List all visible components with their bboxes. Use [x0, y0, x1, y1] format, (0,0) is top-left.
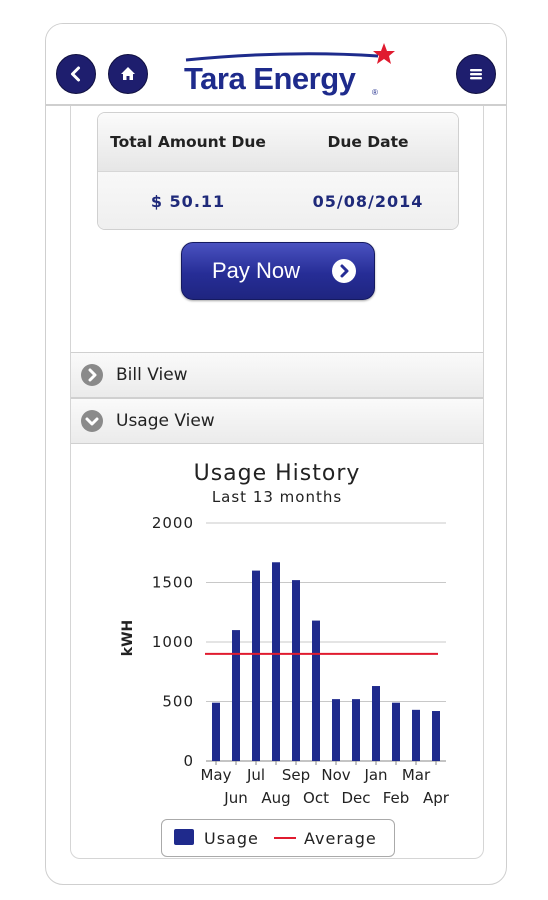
legend-usage-swatch — [174, 829, 194, 845]
menu-button[interactable] — [456, 54, 496, 94]
home-button[interactable] — [108, 54, 148, 94]
y-tick-label: 500 — [162, 693, 194, 711]
x-tick-label: Apr — [423, 789, 450, 807]
due-date-label: Due Date — [327, 133, 409, 151]
amount-due-value-row: $ 50.11 05/08/2014 — [98, 172, 458, 229]
menu-icon — [470, 69, 482, 80]
usage-view-label: Usage View — [116, 411, 215, 431]
chevron-left-icon — [71, 66, 80, 82]
usage-bar — [372, 686, 380, 761]
logo-text: Tara Energy — [184, 61, 356, 96]
chart-legend: Usage Average — [161, 819, 395, 857]
y-tick-label: 1000 — [152, 633, 194, 651]
chevron-down-icon — [81, 410, 103, 432]
total-amount-due-value: $ 50.11 — [150, 192, 226, 211]
usage-history-chart: Usage History Last 13 months kWH 0 500 100… — [120, 461, 450, 807]
x-tick-label: Jul — [246, 766, 265, 784]
x-tick-label: Sep — [282, 766, 310, 784]
y-axis-label: kWH — [120, 620, 136, 656]
usage-bar — [312, 620, 320, 761]
x-tick-label: Mar — [402, 766, 431, 784]
x-tick-label: Feb — [383, 789, 410, 807]
y-tick-label: 2000 — [152, 514, 194, 532]
main-content: Total Amount Due Due Date $ 50.11 05/08/… — [70, 106, 484, 859]
chart-title: Usage History — [194, 461, 361, 486]
total-amount-due-label: Total Amount Due — [110, 133, 266, 151]
amount-due-table: Total Amount Due Due Date $ 50.11 05/08/… — [97, 112, 459, 230]
legend-average-label: Average — [304, 829, 377, 848]
legend-usage-label: Usage — [204, 829, 259, 848]
back-button[interactable] — [56, 54, 96, 94]
x-tick-label: Nov — [321, 766, 350, 784]
logo-swoosh-star — [185, 43, 395, 64]
pay-now-button[interactable]: Pay Now — [181, 242, 375, 300]
chevron-right-icon — [332, 259, 356, 283]
home-icon — [121, 67, 135, 80]
usage-bar — [272, 562, 280, 761]
usage-bar — [352, 699, 360, 761]
tara-energy-logo: Tara Energy ® — [178, 38, 398, 100]
chevron-right-icon — [81, 364, 103, 386]
usage-bar — [232, 630, 240, 761]
usage-bar — [432, 711, 440, 761]
pay-now-label: Pay Now — [212, 258, 301, 283]
bill-view-section[interactable]: Bill View — [71, 352, 483, 398]
x-tick-label: Dec — [341, 789, 370, 807]
y-tick-label: 1500 — [152, 574, 194, 592]
usage-bar — [392, 702, 400, 761]
due-date-value: 05/08/2014 — [312, 192, 424, 211]
y-tick-label: 0 — [183, 752, 194, 770]
amount-due-header-row: Total Amount Due Due Date — [98, 113, 458, 172]
chart-subtitle: Last 13 months — [212, 488, 342, 506]
x-tick-label: Jan — [363, 766, 387, 784]
logo-registered-mark: ® — [372, 88, 378, 97]
usage-bar — [292, 580, 300, 761]
app-frame: Tara Energy ® Total Amount Due Due Date … — [45, 23, 507, 885]
x-tick-label: Oct — [303, 789, 329, 807]
usage-bar — [212, 702, 220, 761]
x-tick-label: Aug — [261, 789, 290, 807]
usage-view-section[interactable]: Usage View — [71, 398, 483, 444]
x-tick-label: Jun — [223, 789, 247, 807]
usage-bar — [332, 699, 340, 761]
usage-bar — [412, 709, 420, 761]
usage-bar — [252, 570, 260, 761]
x-tick-label: May — [200, 766, 231, 784]
app-header: Tara Energy ® — [46, 24, 506, 106]
bill-view-label: Bill View — [116, 365, 188, 385]
